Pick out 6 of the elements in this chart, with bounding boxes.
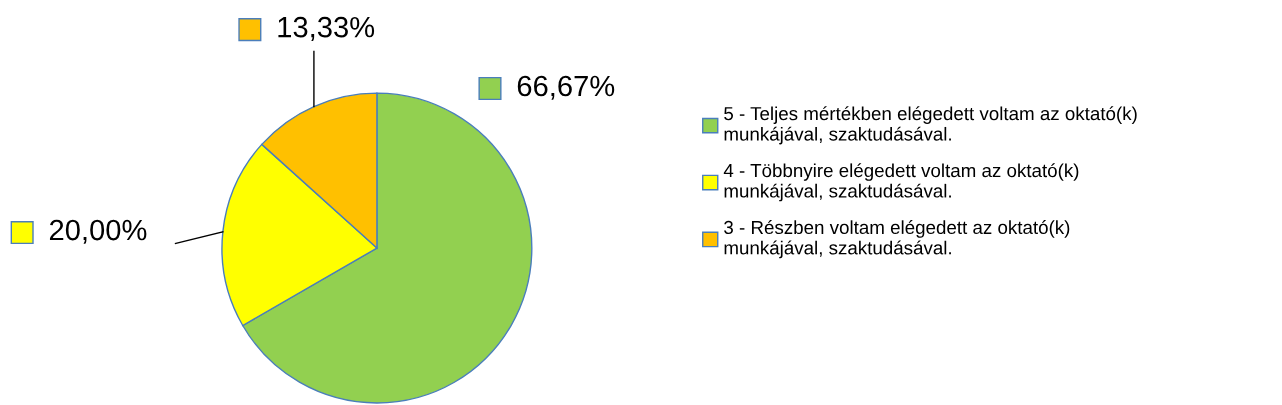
legend-label: 4 - Többnyire elégedett voltam az oktató(k) munkájával, szaktudásával.: [723, 163, 1079, 202]
data-label: 13,33%: [278, 16, 375, 41]
data-label: 20,00%: [49, 219, 147, 244]
data-label: 66,67%: [517, 75, 615, 100]
legend-label: 5 - Teljes mértékben elégedett voltam az oktató(k) munkájával, szaktudásával.: [724, 106, 1137, 145]
legend-label: 3 - Részben voltam elégedett az oktató(k) munkájával, szaktudásával.: [724, 220, 1070, 259]
